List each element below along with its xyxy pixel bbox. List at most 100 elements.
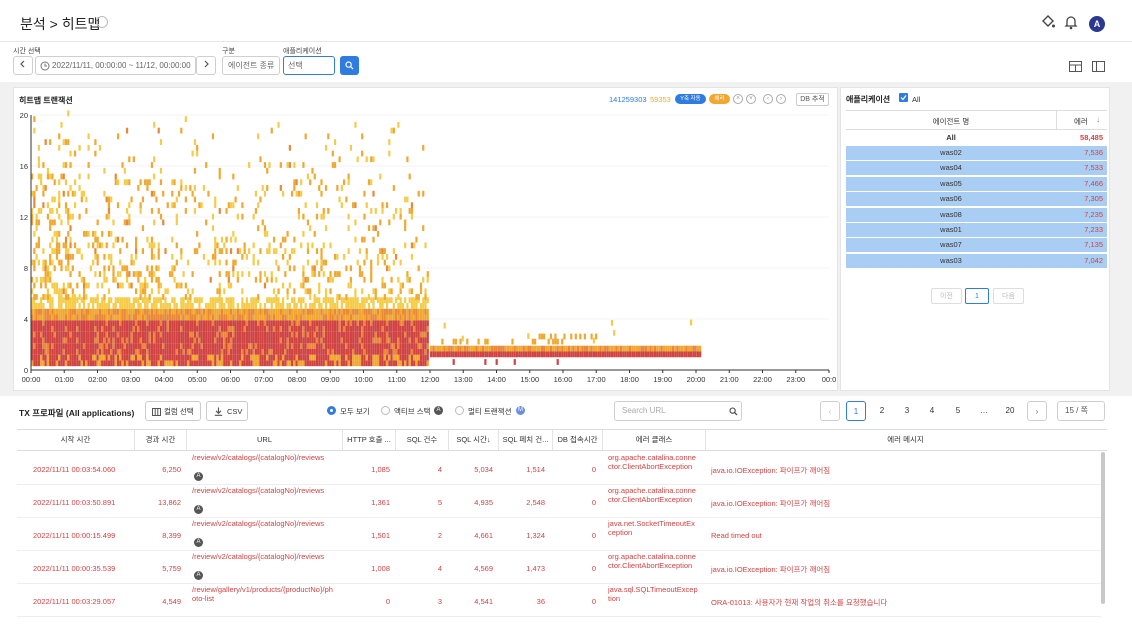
heatmap-cell[interactable] [157, 127, 160, 134]
heatmap-cell[interactable] [211, 343, 215, 349]
heatmap-cell[interactable] [297, 190, 300, 197]
heatmap-cell[interactable] [64, 343, 68, 349]
heatmap-cell[interactable] [150, 325, 154, 332]
heatmap-cell[interactable] [324, 343, 328, 349]
heatmap-cell[interactable] [130, 196, 133, 203]
heatmap-cell[interactable] [139, 202, 142, 209]
heatmap-cell[interactable] [58, 348, 61, 355]
heatmap-cell[interactable] [561, 338, 564, 345]
heatmap-cell[interactable] [148, 320, 151, 327]
heatmap-cell[interactable] [452, 345, 455, 352]
heatmap-cell[interactable] [365, 331, 368, 338]
heatmap-cell[interactable] [166, 325, 169, 332]
heatmap-cell[interactable] [313, 314, 316, 321]
heatmap-cell[interactable] [259, 354, 262, 361]
heatmap-cell[interactable] [214, 325, 217, 332]
heatmap-cell[interactable] [406, 308, 409, 315]
heatmap-cell[interactable] [324, 354, 328, 361]
csv-button[interactable]: CSV [206, 401, 248, 421]
heatmap-cell[interactable] [73, 354, 77, 361]
heatmap-cell[interactable] [60, 348, 63, 355]
heatmap-cell[interactable] [311, 303, 314, 309]
heatmap-cell[interactable] [148, 331, 151, 338]
heatmap-cell[interactable] [245, 308, 248, 315]
heatmap-cell[interactable] [180, 325, 183, 332]
heatmap-cell[interactable] [177, 308, 181, 315]
heatmap-cell[interactable] [261, 308, 264, 315]
heatmap-cell[interactable] [196, 150, 199, 157]
heatmap-cell[interactable] [408, 314, 411, 321]
heatmap-cell[interactable] [252, 253, 255, 260]
heatmap-cell[interactable] [67, 282, 70, 289]
heatmap-cell[interactable] [406, 271, 409, 277]
heatmap-cell[interactable] [349, 360, 353, 367]
heatmap-cell[interactable] [343, 343, 346, 349]
heatmap-cell[interactable] [44, 265, 47, 272]
heatmap-cell[interactable] [177, 314, 181, 321]
heatmap-cell[interactable] [422, 276, 425, 283]
heatmap-cell[interactable] [340, 348, 343, 355]
heatmap-cell[interactable] [263, 190, 267, 197]
heatmap-cell[interactable] [173, 354, 176, 361]
heatmap-cell[interactable] [529, 351, 532, 358]
heatmap-cell[interactable] [349, 276, 353, 283]
heatmap-cell[interactable] [313, 325, 316, 332]
heatmap-cell[interactable] [173, 202, 176, 209]
heatmap-cell[interactable] [69, 337, 72, 344]
heatmap-cell[interactable] [250, 314, 253, 321]
heatmap-cell[interactable] [338, 325, 341, 332]
heatmap-cell[interactable] [166, 343, 169, 349]
heatmap-cell[interactable] [356, 303, 359, 309]
heatmap-cell[interactable] [385, 314, 389, 321]
heatmap-cell[interactable] [340, 354, 343, 361]
heatmap-cell[interactable] [135, 271, 138, 277]
heatmap-cell[interactable] [549, 351, 553, 358]
heatmap-cell[interactable] [295, 354, 298, 361]
heatmap-cell[interactable] [383, 331, 386, 338]
heatmap-cell[interactable] [300, 331, 303, 338]
heatmap-cell[interactable] [144, 348, 147, 355]
heatmap-cell[interactable] [31, 314, 34, 321]
heatmap-cell[interactable] [268, 162, 271, 168]
heatmap-cell[interactable] [331, 360, 334, 367]
heatmap-cell[interactable] [422, 343, 425, 349]
heatmap-cell[interactable] [94, 314, 97, 321]
heatmap-cell[interactable] [443, 322, 446, 329]
heatmap-cell[interactable] [511, 338, 514, 345]
heatmap-cell[interactable] [297, 343, 300, 349]
heatmap-cell[interactable] [395, 331, 398, 338]
heatmap-cell[interactable] [191, 360, 194, 367]
heatmap-cell[interactable] [408, 297, 411, 304]
heatmap-cell[interactable] [148, 179, 151, 186]
heatmap-cell[interactable] [119, 308, 122, 315]
heatmap-cell[interactable] [58, 259, 61, 266]
heatmap-cell[interactable] [333, 348, 337, 355]
heatmap-cell[interactable] [361, 297, 364, 304]
heatmap-cell[interactable] [574, 351, 577, 358]
heatmap-cell[interactable] [189, 343, 192, 349]
heatmap-cell[interactable] [644, 345, 647, 352]
heatmap-cell[interactable] [103, 294, 106, 300]
heatmap-cell[interactable] [187, 297, 190, 304]
heatmap-cell[interactable] [241, 314, 244, 321]
heatmap-cell[interactable] [388, 219, 391, 226]
heatmap-cell[interactable] [187, 360, 190, 367]
heatmap-cell[interactable] [347, 354, 350, 361]
heatmap-cell[interactable] [302, 337, 305, 344]
heatmap-cell[interactable] [209, 343, 212, 349]
heatmap-cell[interactable] [46, 354, 50, 361]
heatmap-cell[interactable] [401, 325, 405, 332]
heatmap-cell[interactable] [254, 276, 258, 283]
heatmap-cell[interactable] [173, 308, 176, 315]
heatmap-cell[interactable] [329, 343, 332, 349]
heatmap-cell[interactable] [198, 303, 201, 309]
heatmap-cell[interactable] [159, 308, 163, 315]
heatmap-cell[interactable] [291, 331, 294, 338]
heatmap-cell[interactable] [345, 354, 348, 361]
row-url[interactable]: /review/v2/catalogs/{catalogNo}/reviews [192, 486, 325, 495]
heatmap-cell[interactable] [404, 337, 407, 344]
heatmap-cell[interactable] [96, 360, 99, 367]
heatmap-cell[interactable] [311, 325, 314, 332]
heatmap-cell[interactable] [318, 325, 321, 332]
heatmap-cell[interactable] [229, 354, 233, 361]
